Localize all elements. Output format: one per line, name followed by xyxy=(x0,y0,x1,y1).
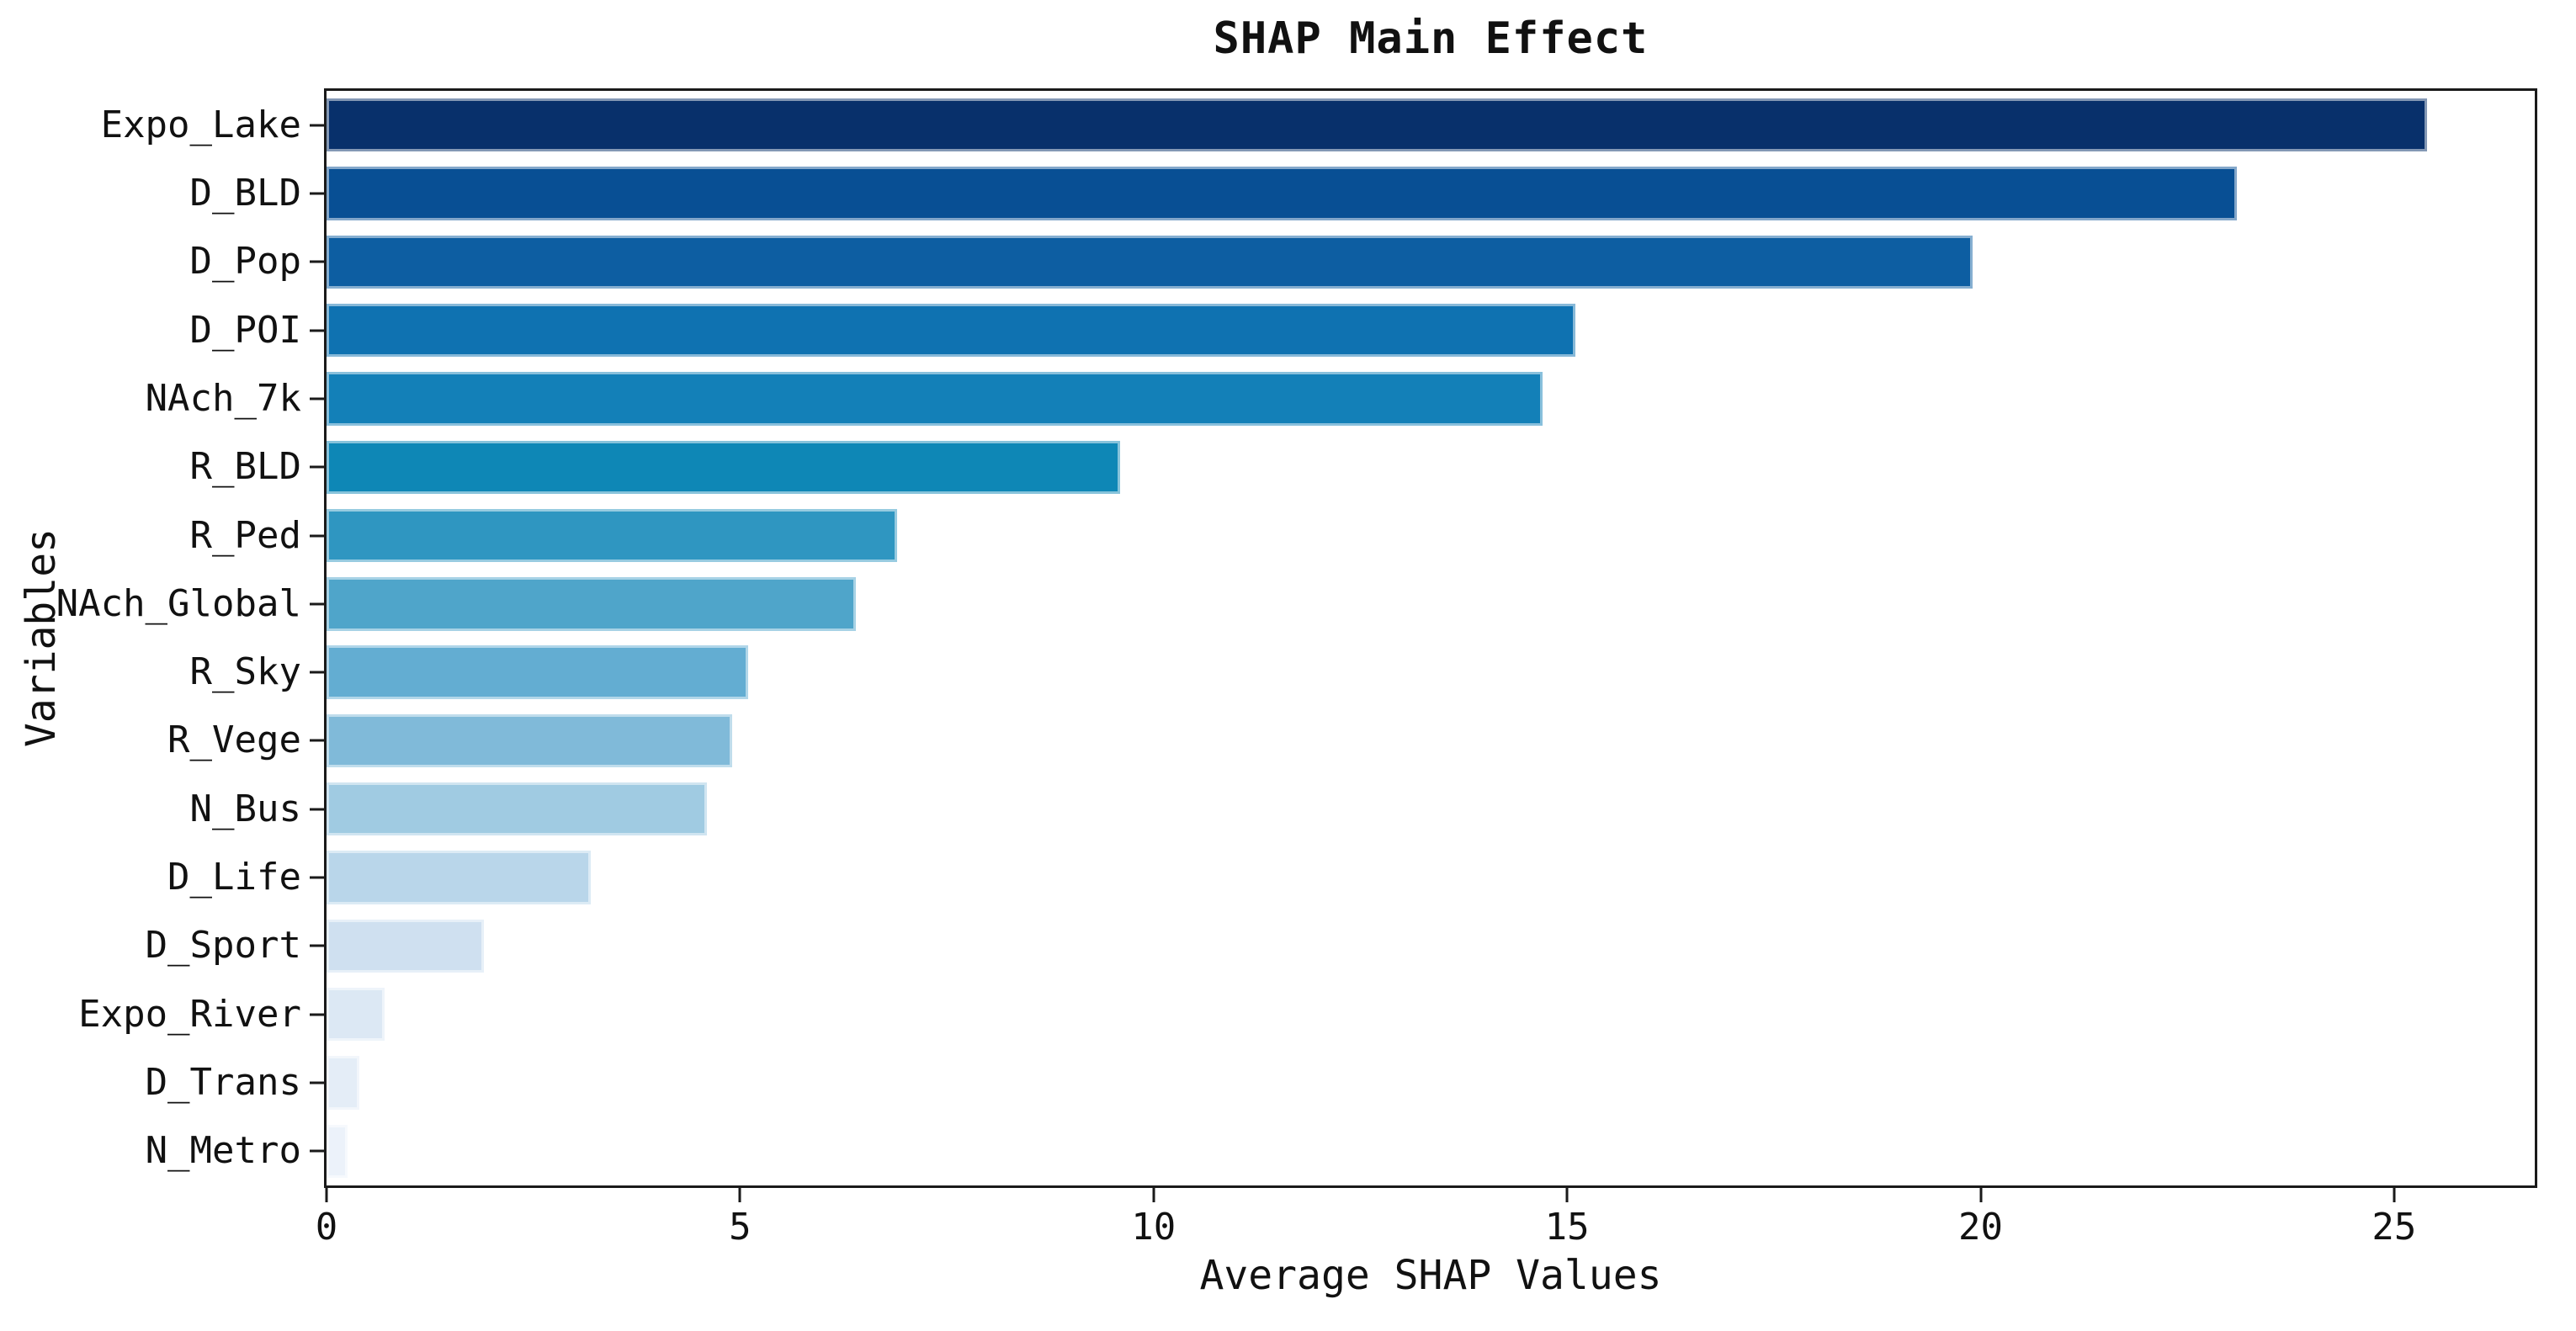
x-tick-mark-0 xyxy=(325,1185,328,1202)
x-tick-mark-25 xyxy=(2393,1185,2396,1202)
y-tick-label-D_BLD: D_BLD xyxy=(189,171,301,215)
y-tick-mark-D_POI xyxy=(310,329,327,332)
bar-D_Sport xyxy=(327,919,484,973)
bar-R_BLD xyxy=(327,440,1121,494)
y-tick-label-N_Metro: N_Metro xyxy=(145,1129,301,1173)
y-tick-label-R_BLD: R_BLD xyxy=(189,445,301,489)
y-tick-label-D_Sport: D_Sport xyxy=(145,924,301,968)
y-tick-label-R_Vege: R_Vege xyxy=(167,719,301,762)
x-tick-label-5: 5 xyxy=(729,1206,752,1249)
bar-N_Metro xyxy=(327,1124,348,1179)
y-tick-label-R_Ped: R_Ped xyxy=(189,513,301,557)
chart-title: SHAP Main Effect xyxy=(1213,13,1649,64)
y-tick-label-D_Pop: D_Pop xyxy=(189,240,301,284)
y-tick-mark-D_Trans xyxy=(310,1081,327,1084)
y-tick-mark-D_Pop xyxy=(310,260,327,263)
y-tick-label-Expo_River: Expo_River xyxy=(78,992,301,1036)
bar-NAch_7k xyxy=(327,372,1543,426)
x-tick-mark-15 xyxy=(1565,1185,1569,1202)
y-tick-mark-D_BLD xyxy=(310,192,327,195)
bar-R_Sky xyxy=(327,645,749,699)
y-tick-mark-NAch_7k xyxy=(310,397,327,400)
bar-R_Vege xyxy=(327,713,732,768)
y-tick-mark-R_Ped xyxy=(310,534,327,538)
bar-D_Trans xyxy=(327,1056,360,1110)
y-tick-label-D_Life: D_Life xyxy=(167,856,301,899)
y-tick-label-Expo_Lake: Expo_Lake xyxy=(100,103,301,146)
y-tick-mark-NAch_Global xyxy=(310,602,327,606)
y-tick-mark-R_Vege xyxy=(310,739,327,742)
bar-D_BLD xyxy=(327,167,2238,220)
x-axis-title: Average SHAP Values xyxy=(1199,1252,1662,1299)
bar-D_Life xyxy=(327,851,592,904)
bar-R_Ped xyxy=(327,508,898,563)
x-tick-label-10: 10 xyxy=(1131,1206,1176,1249)
y-tick-mark-R_BLD xyxy=(310,465,327,469)
bar-D_Pop xyxy=(327,235,1973,289)
y-tick-mark-N_Bus xyxy=(310,808,327,811)
y-tick-mark-R_Sky xyxy=(310,671,327,674)
bar-Expo_Lake xyxy=(327,98,2428,152)
y-tick-mark-D_Sport xyxy=(310,944,327,947)
bar-D_POI xyxy=(327,303,1575,358)
y-tick-mark-N_Metro xyxy=(310,1149,327,1153)
y-tick-mark-Expo_River xyxy=(310,1013,327,1016)
y-tick-mark-D_Life xyxy=(310,876,327,879)
plot-area: Expo_Lake D_BLD D_Pop D_POI NAch_7k R_BLD R_Pe… xyxy=(56,88,2537,1246)
y-tick-label-N_Bus: N_Bus xyxy=(189,787,301,830)
y-axis-title-text: Variables xyxy=(18,528,65,748)
bar-NAch_Global xyxy=(327,577,856,631)
y-tick-label-D_POI: D_POI xyxy=(189,308,301,352)
y-tick-label-D_Trans: D_Trans xyxy=(145,1061,301,1105)
y-tick-mark-Expo_Lake xyxy=(310,124,327,127)
y-tick-label-NAch_Global: NAch_Global xyxy=(56,581,301,625)
bar-Expo_River xyxy=(327,988,385,1042)
y-axis-title: Variables xyxy=(12,88,71,1188)
bar-N_Bus xyxy=(327,782,708,836)
x-tick-mark-20 xyxy=(1979,1185,1983,1202)
x-tick-label-20: 20 xyxy=(1958,1206,2004,1249)
y-tick-label-NAch_7k: NAch_7k xyxy=(145,376,301,420)
x-tick-label-15: 15 xyxy=(1544,1206,1590,1249)
x-tick-mark-5 xyxy=(738,1185,741,1202)
y-tick-label-R_Sky: R_Sky xyxy=(189,650,301,694)
x-tick-label-0: 0 xyxy=(315,1206,338,1249)
x-tick-mark-10 xyxy=(1152,1185,1155,1202)
x-tick-label-25: 25 xyxy=(2372,1206,2417,1249)
